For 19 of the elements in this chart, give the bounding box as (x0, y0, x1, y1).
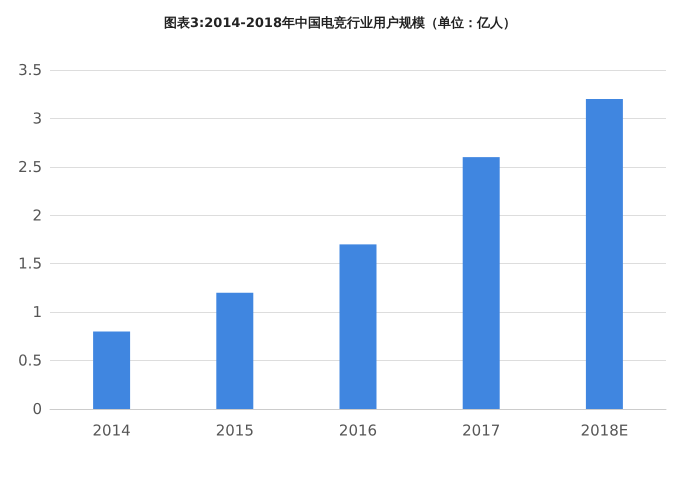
bar (340, 244, 376, 409)
bar (216, 292, 254, 409)
x-tick-label: 2016 (338, 422, 378, 440)
y-tick-label: 1.5 (18, 254, 42, 273)
x-tick-label: 2015 (216, 422, 254, 440)
y-tick-label: 2.5 (18, 158, 42, 176)
bar (462, 157, 500, 409)
y-tick-label: 0.5 (18, 352, 42, 370)
chart-title: 图表3:2014-2018年中国电竞行业用户规模（单位：亿人） (164, 15, 516, 31)
y-tick-label: 2 (32, 206, 42, 224)
x-tick-label: 2014 (92, 422, 131, 440)
y-tick-label: 0 (32, 400, 42, 418)
x-tick-label: 2018E (580, 422, 628, 440)
y-tick-label: 3.5 (18, 61, 42, 79)
bar (93, 332, 130, 409)
y-tick-label: 1 (32, 303, 42, 322)
y-tick-label: 3 (32, 109, 42, 128)
x-tick-label: 2017 (462, 422, 500, 440)
bar (586, 99, 623, 409)
